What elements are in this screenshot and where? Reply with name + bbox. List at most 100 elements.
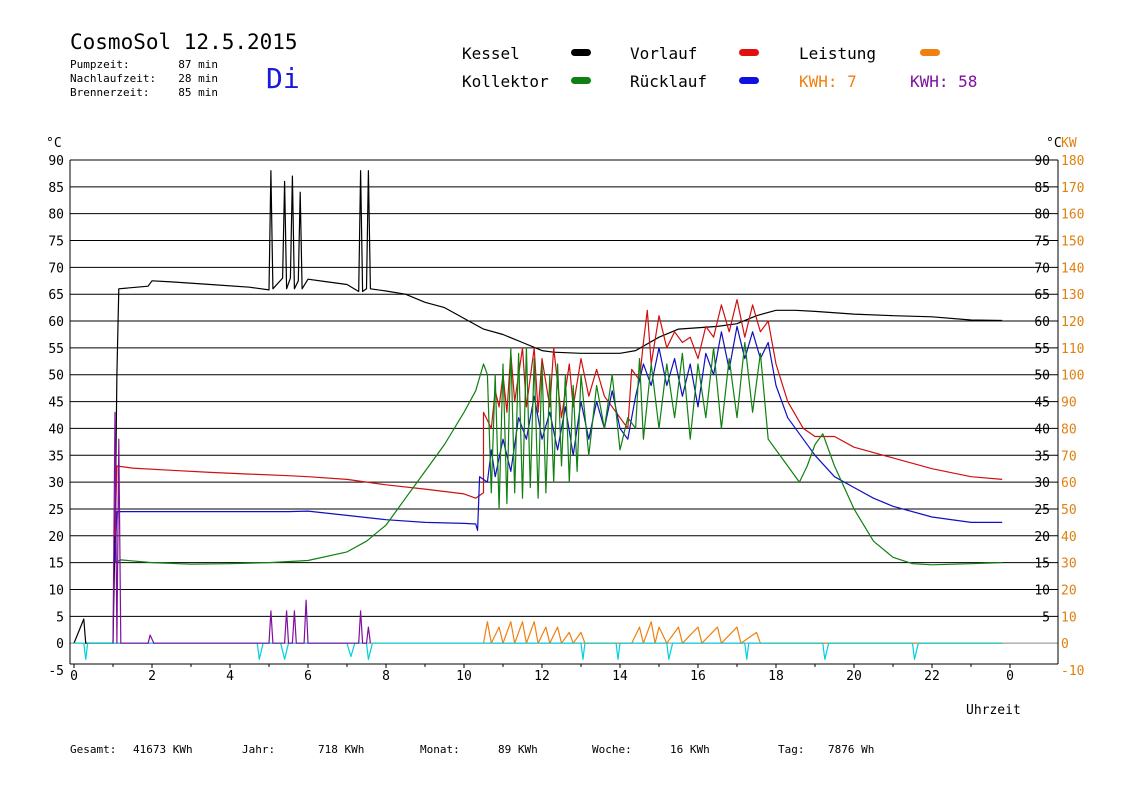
y-tick-label-right-kw: 80 (1061, 422, 1077, 437)
x-tick-label: 12 (534, 669, 550, 684)
y-tick-label-right-c: 60 (1034, 315, 1050, 330)
y-tick-label-right-c: 10 (1034, 583, 1050, 598)
x-tick-label: 0 (1006, 669, 1014, 684)
y-tick-label-left: 0 (56, 637, 64, 652)
y-tick-label-left: 75 (48, 235, 64, 250)
y-tick-label-right-kw: -10 (1061, 664, 1084, 679)
y-tick-label-left: 40 (48, 422, 64, 437)
footer-tag-value: 7876 Wh (828, 743, 875, 756)
y-tick-label-right-c: 40 (1034, 422, 1050, 437)
legend-kessel-swatch (571, 49, 591, 56)
legend-ruecklauf-label: Rücklauf (630, 72, 708, 91)
series-kessel (73, 170, 1003, 644)
y-tick-label-right-c: 30 (1034, 476, 1050, 491)
legend-vorlauf-swatch (739, 49, 759, 56)
x-tick-label: 20 (846, 669, 862, 684)
y-tick-label-right-kw: 120 (1061, 315, 1084, 330)
y-tick-label-right-c: 35 (1034, 449, 1050, 464)
left-unit-c: °C (46, 136, 62, 151)
y-tick-label-right-kw: 0 (1061, 637, 1069, 652)
x-tick-label: 6 (304, 669, 312, 684)
chart-series (73, 170, 1003, 660)
page-title: CosmoSol 12.5.2015 (70, 30, 298, 54)
y-tick-label-right-c: 50 (1034, 369, 1050, 384)
y-tick-label-right-kw: 30 (1061, 557, 1077, 572)
y-tick-label-right-kw: 180 (1061, 154, 1084, 169)
y-tick-label-right-kw: 110 (1061, 342, 1084, 357)
x-axis-label: Uhrzeit (966, 703, 1021, 718)
y-tick-label-right-kw: 140 (1061, 261, 1084, 276)
y-tick-label-left: 50 (48, 369, 64, 384)
series-brenner (112, 411, 371, 644)
y-tick-label-right-kw: 70 (1061, 449, 1077, 464)
y-tick-label-right-kw: 50 (1061, 503, 1077, 518)
y-tick-label-right-c: 5 (1042, 610, 1050, 625)
y-tick-label-left: 70 (48, 261, 64, 276)
stat-nachlaufzeit-value: 28 min (178, 72, 218, 85)
y-tick-label-left: 80 (48, 208, 64, 223)
stat-brennerzeit-label: Brennerzeit: (70, 86, 150, 99)
y-tick-label-left: 45 (48, 396, 64, 411)
series-vorlauf (114, 299, 1003, 536)
footer-jahr-label: Jahr: (242, 743, 276, 756)
stat-brennerzeit-value: 85 min (178, 86, 218, 99)
legend-leistung-label: Leistung (799, 44, 877, 63)
series-leistung (482, 621, 1003, 644)
x-tick-label: 2 (148, 669, 156, 684)
y-tick-label-left: 10 (48, 583, 64, 598)
stat-pumpzeit-value: 87 min (178, 58, 218, 71)
y-tick-label-right-kw: 170 (1061, 181, 1084, 196)
y-tick-label-left: 65 (48, 288, 64, 303)
legend-leistung-swatch (920, 49, 940, 56)
y-tick-label-right-kw: 100 (1061, 369, 1084, 384)
footer-gesamt-label: Gesamt: (70, 743, 117, 756)
footer-woche-label: Woche: (592, 743, 632, 756)
y-tick-label-right-c: 45 (1034, 396, 1050, 411)
y-tick-label-right-kw: 130 (1061, 288, 1084, 303)
x-tick-label: 18 (768, 669, 784, 684)
series-pumpe (74, 642, 1003, 660)
y-tick-label-left: 55 (48, 342, 64, 357)
series-kollektor (114, 341, 1003, 566)
footer-monat-value: 89 KWh (498, 743, 538, 756)
legend-kessel-label: Kessel (462, 44, 520, 63)
footer-gesamt-value: 41673 KWh (133, 743, 193, 756)
y-tick-label-right-c: 90 (1034, 154, 1050, 169)
y-tick-label-left: 60 (48, 315, 64, 330)
x-tick-label: 4 (226, 669, 234, 684)
y-tick-label-right-kw: 60 (1061, 476, 1077, 491)
legend-kollektor-label: Kollektor (462, 72, 549, 91)
x-tick-label: 14 (612, 669, 628, 684)
y-tick-label-left: 5 (56, 610, 64, 625)
y-tick-label-right-kw: 150 (1061, 235, 1084, 250)
y-tick-label-right-c: 15 (1034, 557, 1050, 572)
y-tick-label-left: 20 (48, 530, 64, 545)
y-tick-label-left: 15 (48, 557, 64, 572)
chart-ticks: 908580757065605550454035302520151050-590… (48, 154, 1084, 684)
weekday-label: Di (266, 62, 300, 95)
x-tick-label: 0 (70, 669, 78, 684)
y-tick-label-left: 35 (48, 449, 64, 464)
footer-tag-label: Tag: (778, 743, 805, 756)
legend-kollektor-swatch (571, 77, 591, 84)
y-tick-label-right-c: 55 (1034, 342, 1050, 357)
footer-monat-label: Monat: (420, 743, 460, 756)
x-tick-label: 22 (924, 669, 940, 684)
series-rcklauf (114, 325, 1003, 563)
y-tick-label-left: 85 (48, 181, 64, 196)
right-unit-c: °C (1046, 136, 1062, 151)
legend-vorlauf-label: Vorlauf (630, 44, 698, 63)
y-tick-label-left: -5 (48, 664, 64, 679)
x-tick-label: 16 (690, 669, 706, 684)
y-tick-label-right-c: 70 (1034, 261, 1050, 276)
y-tick-label-right-c: 20 (1034, 530, 1050, 545)
right-unit-kw: KW (1061, 136, 1077, 151)
footer-woche-value: 16 KWh (670, 743, 710, 756)
y-tick-label-right-c: 80 (1034, 208, 1050, 223)
legend-kwh-brenner: KWH: 58 (910, 72, 978, 91)
footer-jahr-value: 718 KWh (318, 743, 365, 756)
y-tick-label-left: 90 (48, 154, 64, 169)
legend-kwh-solar: KWH: 7 (799, 72, 857, 91)
stat-pumpzeit-label: Pumpzeit: (70, 58, 130, 71)
